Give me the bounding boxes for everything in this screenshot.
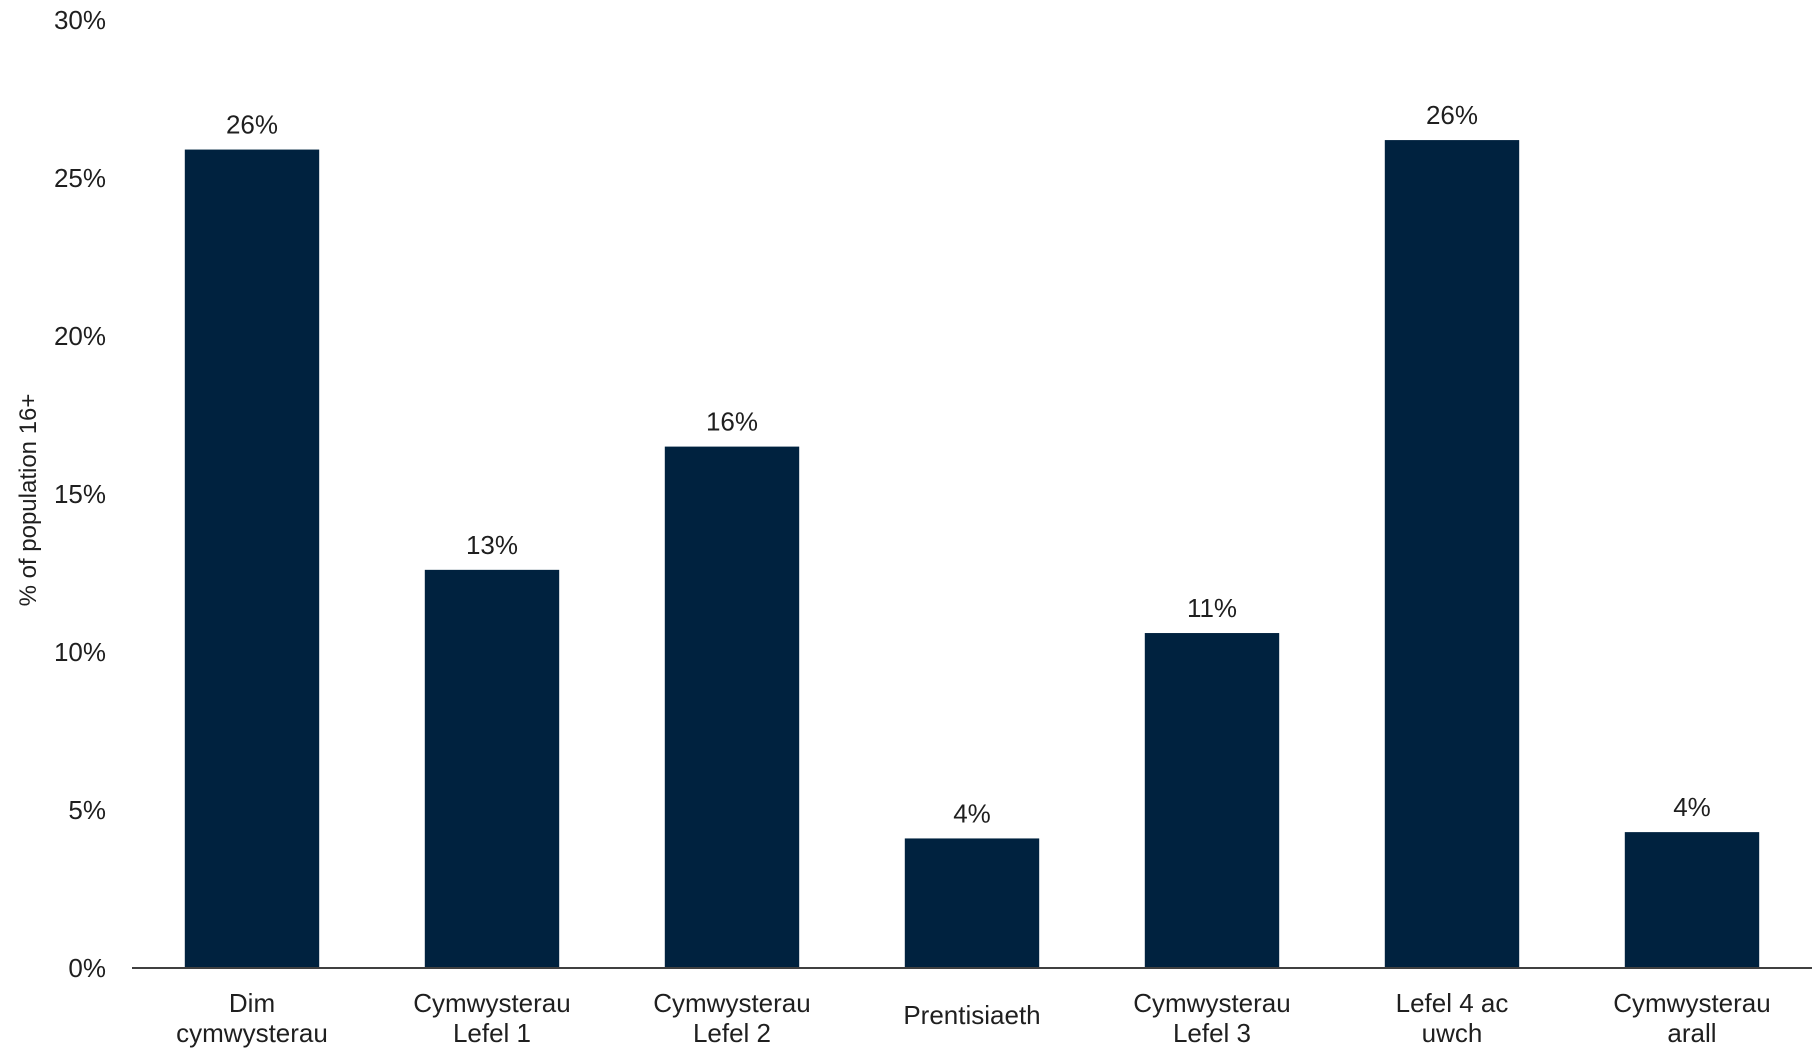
- data-label: 4%: [1673, 792, 1711, 822]
- category-label-line: Dim: [229, 988, 275, 1018]
- category-label-line: Lefel 3: [1173, 1018, 1251, 1048]
- bar: [1624, 832, 1760, 968]
- data-labels: 26% 13% 16% 4% 11% 26% 4%: [226, 100, 1711, 828]
- bar: [184, 149, 320, 968]
- data-label: 11%: [1187, 593, 1237, 623]
- category-label: Cymwysterau Lefel 2: [653, 988, 810, 1048]
- bar: [424, 569, 560, 968]
- category-label: Prentisiaeth: [903, 1000, 1040, 1030]
- category-label: Cymwysterau Lefel 3: [1133, 988, 1290, 1048]
- category-label-line: arall: [1667, 1018, 1716, 1048]
- y-tick-label: 0%: [68, 953, 106, 983]
- category-label-line: Prentisiaeth: [903, 1000, 1040, 1030]
- bar: [1384, 140, 1520, 968]
- y-tick-label: 5%: [68, 795, 106, 825]
- category-label: Cymwysterau arall: [1613, 988, 1770, 1048]
- category-label: Cymwysterau Lefel 1: [413, 988, 570, 1048]
- y-tick-label: 15%: [54, 479, 106, 509]
- data-label: 13%: [466, 530, 518, 560]
- category-label-line: Cymwysterau: [1133, 988, 1290, 1018]
- category-label: Dim cymwysterau: [176, 988, 328, 1048]
- y-tick-label: 30%: [54, 5, 106, 35]
- data-label: 16%: [706, 407, 758, 437]
- category-label-line: Lefel 1: [453, 1018, 531, 1048]
- category-label: Lefel 4 ac uwch: [1396, 988, 1509, 1048]
- category-label-line: Cymwysterau: [413, 988, 570, 1018]
- bar: [904, 838, 1040, 968]
- category-label-line: cymwysterau: [176, 1018, 328, 1048]
- data-label: 26%: [226, 110, 278, 140]
- category-label-line: Lefel 2: [693, 1018, 771, 1048]
- y-tick-label: 25%: [54, 163, 106, 193]
- category-label-line: Lefel 4 ac: [1396, 988, 1509, 1018]
- category-label-line: Cymwysterau: [1613, 988, 1770, 1018]
- category-label-line: Cymwysterau: [653, 988, 810, 1018]
- category-label-line: uwch: [1422, 1018, 1483, 1048]
- bar: [1144, 633, 1280, 968]
- y-axis-ticks: 0% 5% 10% 15% 20% 25% 30%: [54, 5, 106, 983]
- y-tick-label: 10%: [54, 637, 106, 667]
- data-label: 4%: [953, 798, 991, 828]
- bars: [184, 140, 1760, 969]
- y-tick-label: 20%: [54, 321, 106, 351]
- bar: [664, 446, 800, 969]
- data-label: 26%: [1426, 100, 1478, 130]
- y-axis-title: % of population 16+: [15, 394, 42, 607]
